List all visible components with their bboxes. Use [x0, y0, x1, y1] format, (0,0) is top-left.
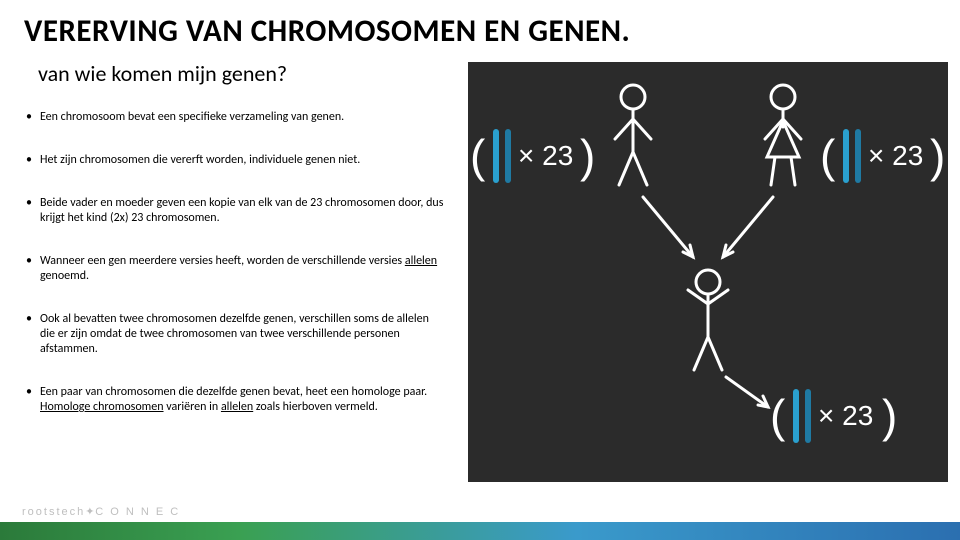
paren-close-icon: ) [580, 130, 595, 182]
bullet-list: Een chromosoom bevat een specifieke verz… [26, 110, 446, 443]
arrow-icon [723, 197, 773, 257]
bullet-text: Het zijn chromosomen die vererft worden,… [40, 153, 360, 167]
inheritance-diagram: ( × 23 ) [468, 62, 948, 482]
bullet-item: Een paar van chromosomen die dezelfde ge… [26, 385, 446, 415]
paren-open-icon: ( [820, 130, 836, 182]
bullet-item: Een chromosoom bevat een specifieke verz… [26, 110, 446, 125]
bullet-text: Een paar van chromosomen die dezelfde ge… [40, 385, 427, 414]
diagram-svg: ( × 23 ) [468, 62, 948, 482]
slide: VERERVING VAN CHROMOSOMEN EN GENEN. van … [0, 0, 960, 540]
arrow-icon [726, 377, 768, 407]
father-figure-icon [615, 85, 651, 185]
bullet-text: Ook al bevatten twee chromosomen dezelfd… [40, 312, 429, 356]
bullet-item: Beide vader en moeder geven een kopie va… [26, 196, 446, 226]
footer-logo: rootstech✦C O N N E C [22, 505, 180, 518]
bullet-text: Wanneer een gen meerdere versies heeft, … [40, 254, 437, 283]
bullet-item: Wanneer een gen meerdere versies heeft, … [26, 254, 446, 284]
times-23-label: × 23 [818, 400, 873, 431]
child-figure-icon [688, 270, 728, 370]
paren-open-icon: ( [770, 390, 786, 442]
footer-gradient-bar [0, 522, 960, 540]
bullet-item: Ook al bevatten twee chromosomen dezelfd… [26, 312, 446, 357]
times-23-label: × 23 [518, 140, 573, 171]
paren-close-icon: ) [882, 390, 897, 442]
logo-text-right: C O N N E C [95, 506, 180, 518]
slide-subtitle: van wie komen mijn genen? [38, 60, 287, 87]
times-23-label: × 23 [868, 140, 923, 171]
logo-separator-icon: ✦ [85, 505, 95, 518]
bullet-item: Het zijn chromosomen die vererft worden,… [26, 153, 446, 168]
bullet-text: Beide vader en moeder geven een kopie va… [40, 196, 443, 225]
paren-open-icon: ( [470, 130, 486, 182]
logo-text-left: rootstech [22, 506, 85, 518]
slide-title: VERERVING VAN CHROMOSOMEN EN GENEN. [24, 12, 630, 50]
bullet-text: Een chromosoom bevat een specifieke verz… [40, 110, 344, 124]
arrow-icon [643, 197, 693, 257]
mother-figure-icon [765, 85, 801, 185]
paren-close-icon: ) [930, 130, 945, 182]
